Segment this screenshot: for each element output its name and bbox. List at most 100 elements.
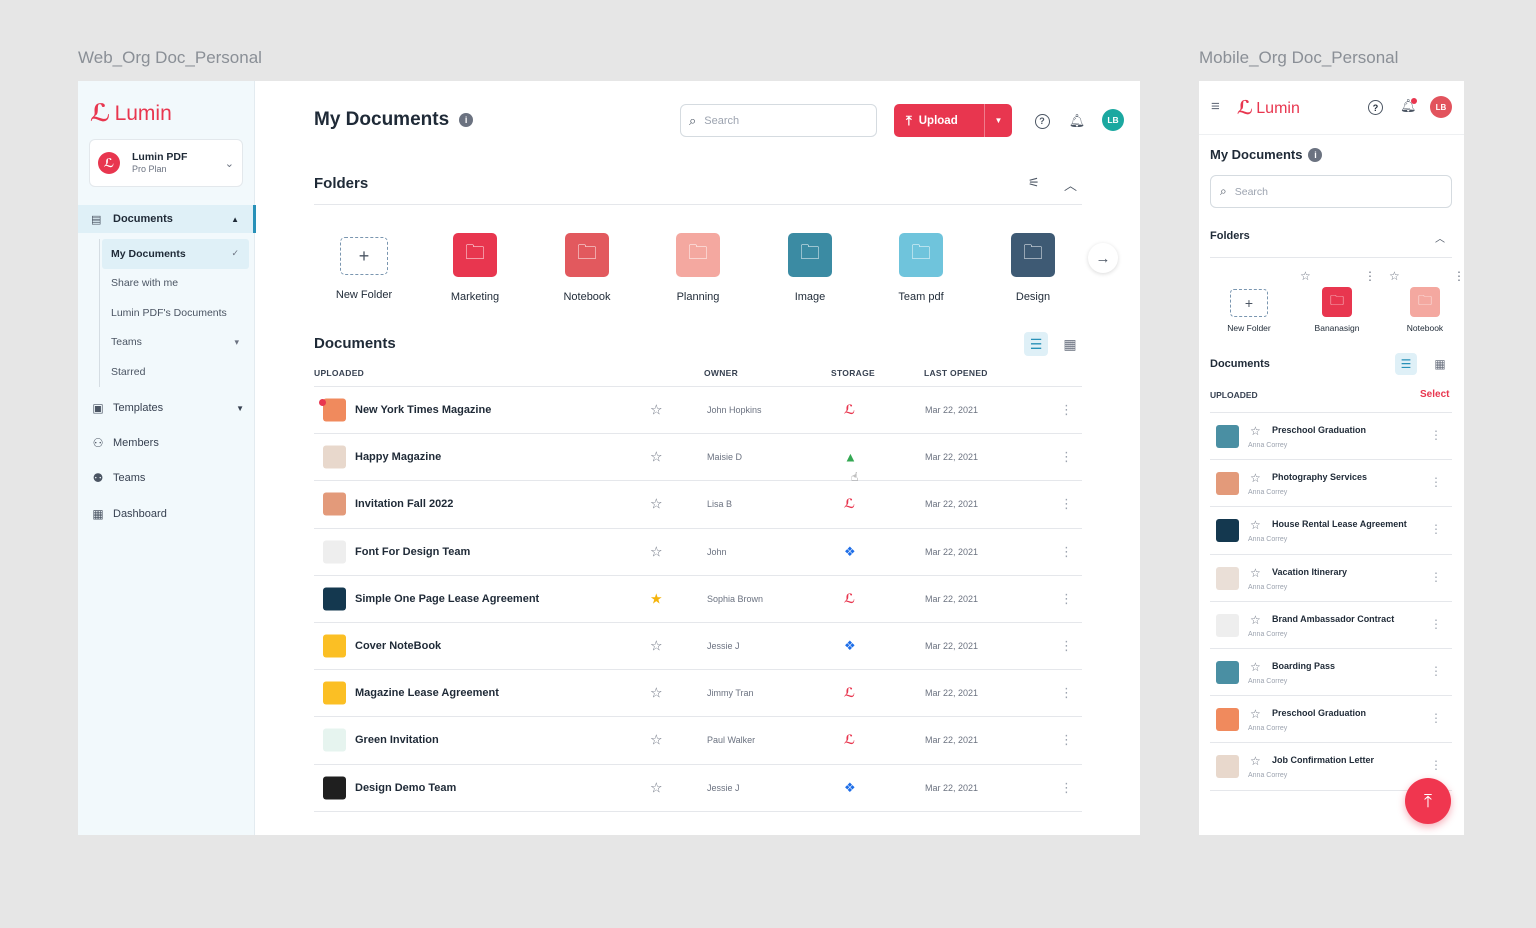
document-name[interactable]: Design Demo Team: [355, 781, 457, 794]
kebab-icon[interactable]: ⋮: [1060, 732, 1073, 748]
column-uploaded[interactable]: UPLOADED: [1210, 390, 1258, 400]
table-row[interactable]: Font For Design Team ☆ John ❖ Mar 22, 2021 ⋮: [314, 529, 1082, 576]
menu-icon[interactable]: ≡: [1211, 98, 1220, 115]
star-icon[interactable]: ☆: [1250, 659, 1261, 674]
document-name[interactable]: Job Confirmation Letter: [1272, 755, 1375, 766]
column-owner[interactable]: OWNER: [704, 368, 739, 378]
document-name[interactable]: Boarding Pass: [1272, 660, 1336, 671]
document-name[interactable]: Font For Design Team: [355, 545, 471, 558]
kebab-icon[interactable]: ⋮: [1430, 758, 1442, 773]
select-button[interactable]: Select: [1420, 389, 1450, 400]
star-icon[interactable]: ☆: [1250, 612, 1261, 627]
column-uploaded[interactable]: UPLOADED: [314, 368, 365, 378]
sidebar-item-dashboard[interactable]: ▦ Dashboard: [91, 503, 246, 525]
kebab-icon[interactable]: ⋮: [1453, 269, 1464, 283]
avatar[interactable]: LB: [1102, 109, 1124, 131]
document-name[interactable]: Preschool Graduation: [1272, 425, 1367, 435]
kebab-icon[interactable]: ⋮: [1060, 402, 1073, 418]
list-item[interactable]: ☆ Boarding Pass Anna Correy ⋮: [1210, 649, 1452, 697]
subnav-org-documents[interactable]: Lumin PDF's Documents: [100, 298, 249, 328]
folder-item[interactable]: 🗀 Image: [765, 233, 855, 303]
grid-view-icon[interactable]: ▦: [1434, 357, 1446, 371]
folder-item[interactable]: 🗀 Team pdf: [876, 233, 966, 303]
document-name[interactable]: Happy Magazine: [355, 451, 442, 464]
folder-item[interactable]: 🗀 Bananasign: [1302, 287, 1372, 333]
search-input[interactable]: ⌕ Search: [680, 104, 877, 137]
list-view-icon[interactable]: ☰: [1395, 353, 1417, 375]
org-switcher[interactable]: ℒ Lumin PDF Pro Plan ⌄: [89, 139, 243, 187]
sidebar-item-templates[interactable]: ▣ Templates ▼: [91, 397, 246, 419]
star-icon[interactable]: ☆: [1250, 754, 1261, 769]
column-storage[interactable]: STORAGE: [831, 368, 875, 378]
folder-item[interactable]: 🗀 Planning: [653, 233, 743, 303]
star-icon[interactable]: ★: [650, 590, 663, 607]
star-icon[interactable]: ☆: [650, 495, 663, 512]
document-name[interactable]: Preschool Graduation: [1272, 708, 1367, 719]
star-icon[interactable]: ☆: [1250, 565, 1261, 580]
folder-item[interactable]: 🗀 Notebook: [542, 233, 632, 303]
document-name[interactable]: Green Invitation: [355, 734, 439, 747]
help-button[interactable]: ?: [1033, 112, 1051, 130]
table-row[interactable]: Cover NoteBook ☆ Jessie J ❖ Mar 22, 2021 ⋮: [314, 623, 1082, 671]
sidebar-item-teams[interactable]: ⚉ Teams: [91, 467, 246, 489]
chevron-up-icon[interactable]: ︿: [1435, 234, 1445, 245]
kebab-icon[interactable]: ⋮: [1364, 269, 1376, 283]
upload-fab-button[interactable]: ⤒: [1405, 778, 1451, 824]
info-icon[interactable]: i: [459, 113, 474, 127]
info-icon[interactable]: i: [1308, 147, 1323, 162]
search-input[interactable]: ⌕ Search: [1210, 175, 1452, 208]
subnav-my-documents[interactable]: My Documents ✓: [102, 239, 249, 269]
column-last-opened[interactable]: LAST OPENED: [924, 368, 988, 378]
help-button[interactable]: ?: [1368, 100, 1383, 115]
document-name[interactable]: Cover NoteBook: [355, 640, 442, 653]
list-item[interactable]: ☆ Preschool Graduation Anna Correy ⋮: [1210, 696, 1452, 744]
star-icon[interactable]: ☆: [650, 731, 663, 748]
document-name[interactable]: Invitation Fall 2022: [355, 498, 454, 511]
star-icon[interactable]: ☆: [1300, 269, 1311, 283]
logo[interactable]: ℒ Lumin: [1237, 97, 1300, 120]
list-item[interactable]: ☆ Photography Services Anna Correy ⋮: [1210, 460, 1452, 508]
star-icon[interactable]: ☆: [650, 779, 663, 796]
table-row[interactable]: Design Demo Team ☆ Jessie J ❖ Mar 22, 2021 ⋮: [314, 765, 1082, 812]
list-item[interactable]: ☆ Vacation Itinerary Anna Correy ⋮: [1210, 555, 1452, 602]
kebab-icon[interactable]: ⋮: [1060, 590, 1073, 606]
star-icon[interactable]: ☆: [650, 401, 663, 418]
kebab-icon[interactable]: ⋮: [1060, 685, 1073, 701]
kebab-icon[interactable]: ⋮: [1060, 779, 1073, 795]
document-name[interactable]: Magazine Lease Agreement: [355, 687, 499, 700]
table-row[interactable]: Happy Magazine ☆ Maisie D ▲ Mar 22, 2021 ⋮: [314, 434, 1082, 482]
kebab-icon[interactable]: ⋮: [1430, 711, 1442, 726]
star-icon[interactable]: ☆: [650, 637, 663, 654]
avatar[interactable]: LB: [1430, 96, 1452, 118]
table-row[interactable]: Magazine Lease Agreement ☆ Jimmy Tran ℒ Mar …: [314, 670, 1082, 718]
document-name[interactable]: New York Times Magazine: [355, 404, 492, 417]
filter-icon[interactable]: ⚟: [1028, 175, 1040, 190]
folder-item[interactable]: 🗀 Notebook: [1390, 287, 1460, 333]
kebab-icon[interactable]: ⋮: [1430, 522, 1442, 537]
upload-dropdown-icon[interactable]: ▼: [984, 104, 1012, 137]
sidebar-item-members[interactable]: ⚇ Members: [91, 432, 246, 454]
arrow-right-icon[interactable]: →: [1088, 243, 1118, 273]
kebab-icon[interactable]: ⋮: [1060, 638, 1073, 654]
kebab-icon[interactable]: ⋮: [1430, 475, 1442, 490]
sidebar-item-documents[interactable]: ▤ Documents ▲: [78, 205, 256, 233]
list-item[interactable]: ☆ Job Confirmation Letter Anna Correy ⋮: [1210, 743, 1452, 791]
folder-item[interactable]: 🗀 Design: [988, 233, 1078, 303]
upload-button[interactable]: ⤒ Upload ▼: [894, 104, 1012, 137]
list-item[interactable]: ☆ Brand Ambassador Contract Anna Correy ⋮: [1210, 602, 1452, 649]
document-name[interactable]: Vacation Itinerary: [1272, 566, 1348, 577]
kebab-icon[interactable]: ⋮: [1430, 428, 1442, 442]
star-icon[interactable]: ☆: [650, 684, 663, 701]
subnav-starred[interactable]: Starred: [100, 357, 249, 387]
table-row[interactable]: Green Invitation ☆ Paul Walker ℒ Mar 22, 202…: [314, 717, 1082, 765]
star-icon[interactable]: ☆: [1250, 707, 1261, 722]
list-item[interactable]: ☆ Preschool Graduation Anna Correy ⋮: [1210, 413, 1452, 461]
star-icon[interactable]: ☆: [1250, 424, 1261, 438]
table-row[interactable]: Invitation Fall 2022 ☆ Lisa B ℒ Mar 22, 2021…: [314, 481, 1082, 529]
star-icon[interactable]: ☆: [1389, 269, 1400, 283]
folder-item[interactable]: 🗀 Marketing: [430, 233, 520, 303]
kebab-icon[interactable]: ⋮: [1430, 663, 1442, 678]
kebab-icon[interactable]: ⋮: [1060, 449, 1073, 465]
chevron-up-icon[interactable]: ︿: [1064, 178, 1078, 193]
list-item[interactable]: ☆ House Rental Lease Agreement Anna Correy…: [1210, 507, 1452, 555]
